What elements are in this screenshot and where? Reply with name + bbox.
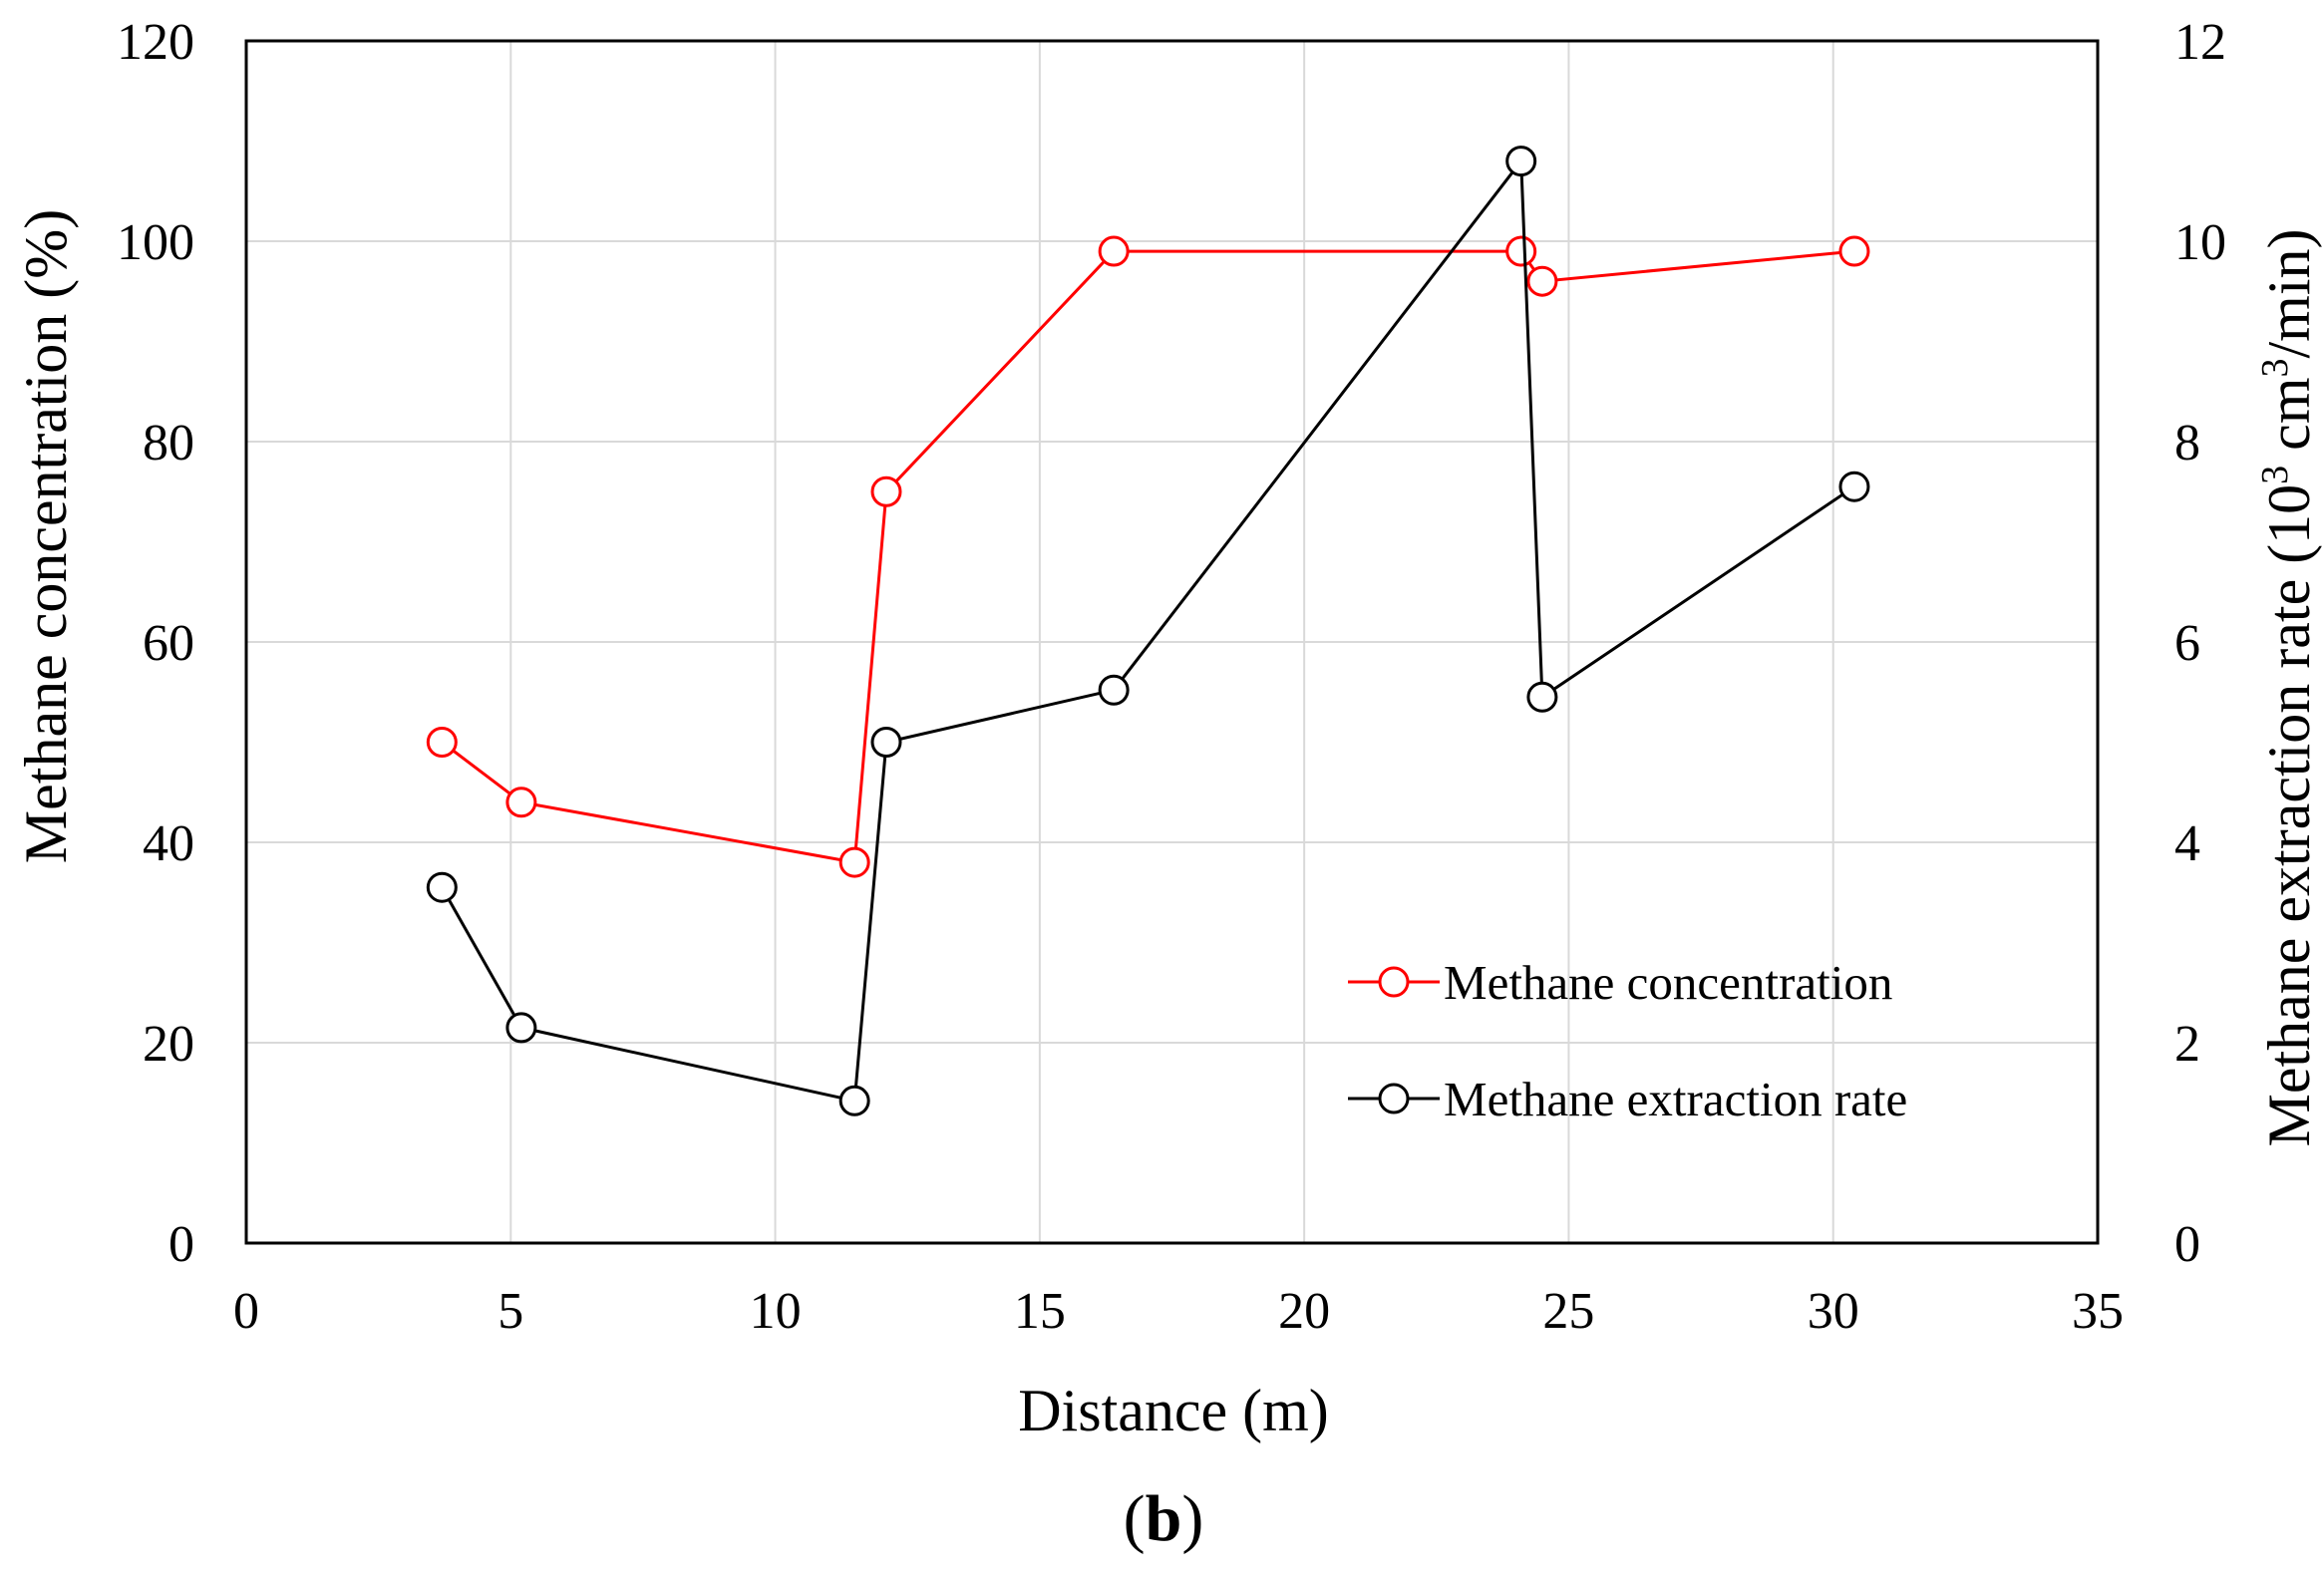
y-axis-right-title-superscript-2: 3 (2254, 359, 2296, 378)
y-right-tick-label: 10 (2174, 214, 2226, 271)
series-line-0 (441, 249, 1855, 864)
panel-label-close-paren: ) (1181, 1482, 1203, 1555)
y-left-tick-label: 40 (143, 815, 194, 872)
data-point (1526, 681, 1558, 713)
grid-lines (246, 41, 2098, 1243)
y-right-tick-label: 8 (2174, 415, 2200, 472)
data-point (426, 871, 458, 903)
y-right-tick-label: 0 (2174, 1216, 2200, 1273)
x-tick-label: 30 (1808, 1283, 1859, 1340)
y-axis-right-title-text: Methane extraction rate (10 (2256, 484, 2322, 1147)
data-point (838, 1085, 870, 1116)
x-tick-label: 20 (1278, 1283, 1330, 1340)
data-point (1526, 265, 1558, 297)
y-right-tick-label: 2 (2174, 1016, 2200, 1073)
data-point (1505, 235, 1537, 267)
x-tick-label: 25 (1542, 1283, 1594, 1340)
series-layer (426, 146, 1870, 1116)
y-axis-right-title-superscript: 3 (2254, 466, 2296, 484)
x-tick-label: 35 (2072, 1283, 2124, 1340)
x-tick-label: 15 (1014, 1283, 1066, 1340)
y-left-tick-label: 80 (143, 415, 194, 472)
series-line-1 (440, 157, 1855, 1104)
legend-label-extraction-rate: Methane extraction rate (1444, 1072, 1907, 1126)
legend: Methane concentration Methane extraction… (1348, 955, 1907, 1126)
data-point (870, 727, 902, 758)
data-point (1838, 471, 1870, 502)
data-point (426, 727, 458, 758)
panel-label-open-paren: ( (1124, 1482, 1146, 1555)
data-point (838, 846, 870, 878)
data-point (1838, 235, 1870, 267)
y-left-tick-label: 0 (168, 1216, 194, 1273)
data-point (870, 475, 902, 507)
y-axis-right-title-unit: cm (2256, 378, 2322, 466)
y-axis-right-title-rate: /min) (2256, 229, 2322, 359)
data-point (1505, 146, 1537, 177)
legend-marker-concentration (1378, 966, 1410, 998)
x-tick-label: 0 (233, 1283, 259, 1340)
panel-label-letter: b (1146, 1482, 1182, 1555)
y-right-tick-label: 6 (2174, 615, 2200, 672)
data-point (1098, 674, 1130, 706)
x-axis-title: Distance (m) (1018, 1378, 1329, 1443)
y-right-tick-label: 4 (2174, 815, 2200, 872)
legend-label-concentration: Methane concentration (1444, 955, 1892, 1010)
legend-marker-extraction-rate (1378, 1083, 1410, 1114)
panel-label: (b) (1124, 1482, 1204, 1555)
y-left-tick-label: 20 (143, 1016, 194, 1073)
y-right-tick-label: 12 (2174, 14, 2226, 71)
series-group-1 (426, 146, 1870, 1116)
x-tick-label: 5 (498, 1283, 523, 1340)
y-left-tick-label: 60 (143, 615, 194, 672)
y-left-tick-label: 100 (117, 214, 194, 271)
data-point (505, 1012, 537, 1044)
y-axis-right-title: Methane extraction rate (103 cm3/min) (2254, 229, 2322, 1147)
data-point (505, 787, 537, 818)
plot-area (244, 39, 2100, 1245)
data-point (1098, 235, 1130, 267)
y-left-tick-label: 120 (117, 14, 194, 71)
x-tick-label: 10 (750, 1283, 802, 1340)
series-group-0 (426, 235, 1870, 878)
tick-labels: 0 5 10 15 20 25 30 35 0 20 40 60 80 100 120 0 2 4 6 8 10 12 (117, 14, 2226, 1340)
y-axis-left-title: Methane concentration (%) (13, 209, 79, 863)
